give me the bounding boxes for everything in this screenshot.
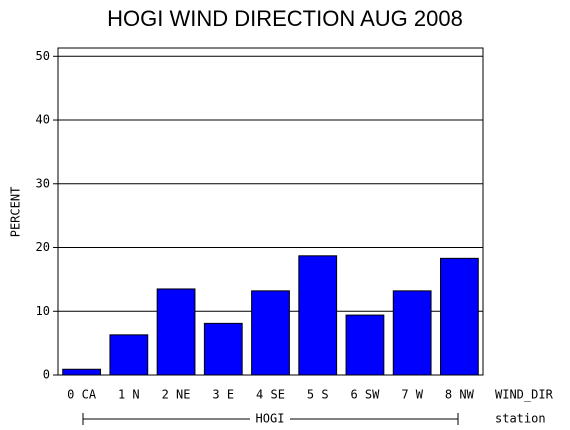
x-tick-label: 3 E (212, 388, 234, 402)
bar (440, 257, 479, 376)
x-tick-label: 5 S (307, 388, 329, 402)
bar (251, 290, 290, 376)
group-axis-label: station (495, 412, 546, 426)
x-tick-label: 2 NE (162, 388, 191, 402)
bar (298, 255, 338, 376)
y-tick-label: 0 (43, 368, 50, 382)
x-tick-label: 0 CA (67, 388, 97, 402)
group-label: HOGI (256, 412, 285, 426)
y-tick-label: 40 (36, 113, 50, 127)
chart-title: HOGI WIND DIRECTION AUG 2008 (107, 6, 463, 31)
y-tick-label: 10 (36, 304, 50, 318)
bar (203, 322, 243, 376)
bar (345, 314, 385, 376)
x-axis-label: WIND_DIR (495, 388, 554, 402)
y-tick-label: 30 (36, 176, 50, 190)
bar (109, 334, 149, 376)
y-axis-label: PERCENT (9, 187, 23, 238)
x-tick-label: 4 SE (256, 388, 285, 402)
bar (62, 368, 101, 376)
y-tick-label: 20 (36, 240, 50, 254)
bar (156, 288, 196, 376)
x-tick-label: 6 SW (350, 388, 380, 402)
y-tick-label: 50 (36, 49, 50, 63)
bar (392, 290, 432, 376)
x-tick-label: 8 NW (445, 388, 475, 402)
x-tick-label: 7 W (401, 388, 423, 402)
x-tick-label: 1 N (118, 388, 140, 402)
group-bracket (82, 413, 459, 425)
